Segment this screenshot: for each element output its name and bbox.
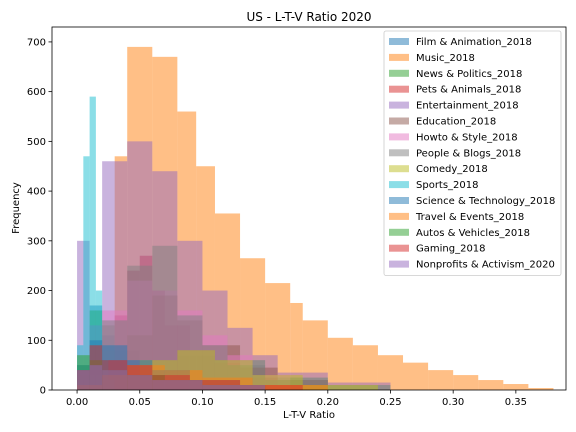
x-axis-title: L-T-V Ratio (283, 410, 335, 421)
y-axis: 0 100 200 300 400 500 600 700 (27, 37, 52, 397)
chart-title: US - L-T-V Ratio 2020 (246, 10, 371, 24)
bar-14-3 (127, 375, 153, 390)
bar-1-15 (403, 362, 429, 390)
bar-1-19 (503, 384, 529, 390)
legend-label-4: Entertainment_2018 (416, 101, 519, 112)
bar-13-6 (240, 385, 303, 390)
legend-swatch-12 (389, 228, 409, 236)
y-tick-label-1: 100 (27, 336, 46, 347)
y-tick-label-6: 600 (27, 87, 46, 98)
legend-swatch-4 (389, 101, 409, 109)
y-tick-label-4: 400 (27, 187, 46, 198)
bar-1-17 (453, 375, 479, 390)
bar-14-5 (202, 385, 266, 390)
bar-9-1 (83, 156, 90, 390)
legend-label-8: Comedy_2018 (416, 164, 488, 175)
x-tick-label-4: 0.20 (317, 397, 339, 408)
legend-label-10: Science & Technology_2018 (416, 196, 555, 207)
bar-14-4 (152, 380, 203, 390)
legend-label-1: Music_2018 (416, 53, 475, 64)
x-tick-label-1: 0.05 (129, 397, 151, 408)
legend-swatch-7 (389, 149, 409, 157)
bar-1-10 (290, 302, 303, 390)
legend-swatch-3 (389, 85, 409, 93)
x-tick-label-3: 0.15 (254, 397, 276, 408)
legend-swatch-0 (389, 38, 409, 45)
x-tick-label-5: 0.25 (379, 397, 401, 408)
bar-1-18 (478, 380, 504, 390)
legend-frame (383, 30, 562, 276)
bar-9-2 (89, 96, 96, 391)
plot-frame (51, 26, 567, 391)
legend-swatch-13 (389, 244, 409, 252)
y-tick-label-3: 300 (27, 236, 46, 247)
x-tick-label-7: 0.35 (505, 397, 527, 408)
legend-swatch-9 (389, 181, 409, 189)
bar-14-1 (89, 365, 103, 390)
x-tick-label-0: 0.00 (66, 397, 88, 408)
y-tick-label-2: 200 (27, 286, 46, 297)
bar-13-5 (189, 380, 241, 390)
bar-14-0 (77, 370, 90, 390)
legend-label-2: News & Politics_2018 (416, 69, 522, 80)
legend-swatch-10 (389, 197, 409, 204)
legend-label-7: People & Blogs_2018 (416, 148, 521, 159)
bar-1-12 (327, 337, 353, 390)
legend-swatch-8 (389, 165, 409, 173)
bar-8-6 (302, 385, 378, 390)
y-tick-label-5: 500 (27, 137, 46, 148)
series-14 (77, 365, 266, 390)
bar-1-20 (528, 388, 554, 390)
legend-swatch-14 (389, 260, 409, 268)
legend-swatch-6 (389, 133, 409, 141)
bar-1-16 (428, 370, 454, 390)
legend-swatch-11 (389, 212, 409, 220)
x-tick-label-6: 0.30 (442, 397, 464, 408)
histogram-bars (77, 46, 554, 391)
legend-label-3: Pets & Animals_2018 (416, 85, 521, 96)
legend-label-0: Film & Animation_2018 (416, 37, 532, 48)
legend-label-5: Education_2018 (416, 117, 496, 128)
y-tick-label-7: 700 (27, 37, 46, 48)
legend-label-9: Sports_2018 (416, 180, 479, 191)
legend-label-13: Gaming_2018 (416, 244, 486, 255)
bar-14-2 (102, 370, 128, 390)
legend: Film & Animation_2018 Music_2018 News & Po… (383, 30, 562, 276)
y-axis-title: Frequency (11, 182, 22, 234)
legend-swatch-1 (389, 53, 409, 61)
x-axis: 0.00 0.05 0.10 0.15 0.20 0.25 0.30 0.35 (66, 390, 527, 408)
legend-swatch-5 (389, 117, 409, 125)
legend-label-12: Autos & Vehicles_2018 (416, 228, 530, 239)
legend-label-6: Howto & Style_2018 (416, 132, 518, 143)
x-tick-label-2: 0.10 (191, 397, 213, 408)
legend-label-14: Nonprofits & Activism_2020 (416, 260, 555, 271)
y-tick-label-0: 0 (40, 386, 46, 397)
legend-swatch-2 (389, 69, 409, 77)
legend-label-11: Travel & Events_2018 (415, 212, 524, 223)
